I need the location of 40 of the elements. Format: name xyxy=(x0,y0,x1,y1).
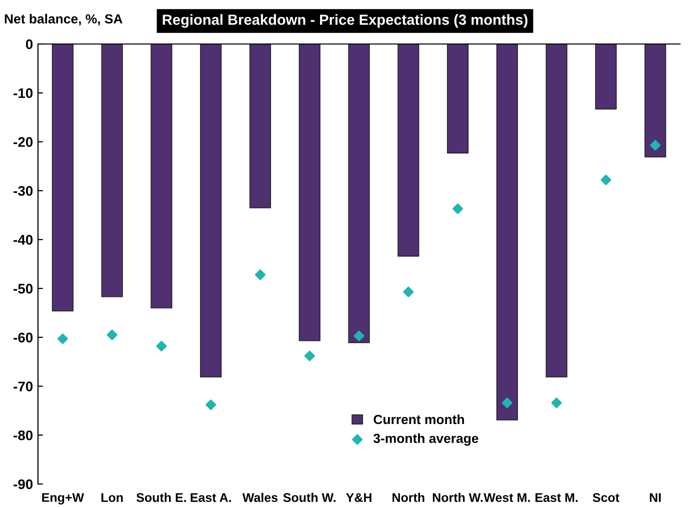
y-tick-label: -90 xyxy=(14,479,33,490)
x-tick-label: South W. xyxy=(283,492,336,502)
y-tick-label: -70 xyxy=(14,382,33,392)
x-tick-label: Lon xyxy=(101,493,123,502)
y-tick-label: -80 xyxy=(14,430,33,440)
x-tick-label: East M. xyxy=(535,493,578,502)
y-tick-label: -20 xyxy=(14,137,33,147)
point xyxy=(206,400,216,410)
point xyxy=(403,286,414,298)
x-tick-label: North W. xyxy=(432,492,483,502)
legend-label: 3-month average xyxy=(373,433,478,446)
point xyxy=(156,340,167,352)
point xyxy=(57,334,68,344)
x-tick-label: West M. xyxy=(484,493,530,502)
point xyxy=(254,269,266,280)
y-tick-label: -40 xyxy=(14,234,33,245)
y-tick-label: -60 xyxy=(14,332,33,343)
point xyxy=(502,398,512,408)
x-tick-label: NI xyxy=(650,493,661,502)
x-tick-label: East A. xyxy=(190,493,231,502)
x-tick-label: Y&H xyxy=(346,493,372,502)
point xyxy=(106,330,118,340)
point xyxy=(354,330,364,342)
x-tick-label: South E. xyxy=(136,492,186,502)
legend-label: Current month xyxy=(374,414,464,424)
y-axis-title: Net balance, %, SA xyxy=(4,14,122,26)
point xyxy=(650,140,661,150)
point xyxy=(600,174,612,186)
x-tick-label: North xyxy=(392,492,424,502)
x-tick-label: Wales xyxy=(242,492,278,502)
chart-title: Regional Breakdown - Price Expectations (3 months) xyxy=(162,14,528,28)
y-tick-label: -50 xyxy=(14,284,33,294)
point xyxy=(551,398,562,408)
y-tick-label: 0 xyxy=(26,39,33,50)
x-tick-label: Scot xyxy=(592,493,620,502)
y-tick-label: -10 xyxy=(14,88,33,98)
point xyxy=(452,203,464,214)
point xyxy=(304,350,315,362)
x-tick-label: Eng+W xyxy=(42,493,84,504)
y-tick-label: -30 xyxy=(14,186,33,196)
